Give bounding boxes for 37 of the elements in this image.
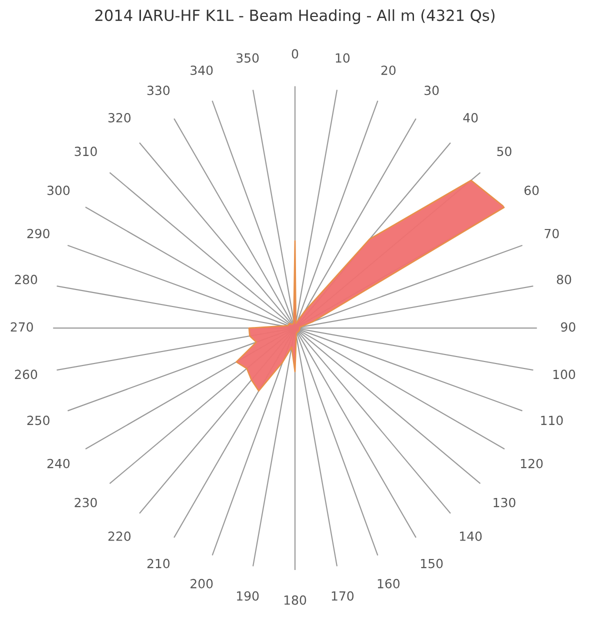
spoke-label: 10: [336, 53, 350, 63]
spoke-label: 60: [524, 186, 539, 196]
spoke-label: 130: [494, 498, 516, 508]
spoke-label: 70: [544, 228, 559, 238]
spoke-label: 120: [521, 458, 543, 468]
spoke-label: 50: [497, 146, 512, 156]
spoke-label: 290: [27, 228, 50, 238]
spoke-label: 40: [463, 112, 478, 122]
spoke-label: 340: [190, 66, 213, 76]
spoke-label: 240: [47, 458, 70, 468]
spoke-label: 210: [147, 558, 170, 568]
spoke-label: 90: [560, 322, 576, 332]
spoke-label: 110: [541, 416, 563, 426]
spoke-label: 180: [284, 595, 306, 605]
spoke-label: 250: [27, 416, 50, 426]
spoke-label: 320: [108, 112, 131, 122]
spoke-label: 190: [237, 591, 259, 601]
spoke-label: 140: [460, 531, 482, 541]
spoke-label: 280: [14, 274, 38, 284]
spoke-label: 260: [14, 370, 38, 380]
spoke-label: 220: [108, 531, 131, 541]
spoke-label: 310: [74, 146, 97, 156]
spoke-label: 330: [147, 86, 170, 96]
spoke-label: 160: [378, 578, 400, 588]
chart-title: 2014 IARU-HF K1L - Beam Heading - All m (4321 Qs): [95, 9, 494, 24]
spoke-label: 30: [424, 86, 439, 96]
spoke-label: 0: [292, 49, 298, 59]
spoke-label: 270: [10, 322, 33, 332]
spoke-label: 300: [47, 186, 70, 196]
spoke-label: 350: [236, 53, 259, 63]
spoke-label: 80: [556, 274, 572, 284]
spoke-label: 20: [381, 66, 396, 76]
spoke-label: 150: [421, 558, 443, 568]
spoke-label: 170: [332, 591, 354, 601]
spoke-label: 230: [74, 498, 97, 508]
spoke-label: 100: [553, 370, 576, 380]
spoke-label: 200: [190, 578, 213, 588]
